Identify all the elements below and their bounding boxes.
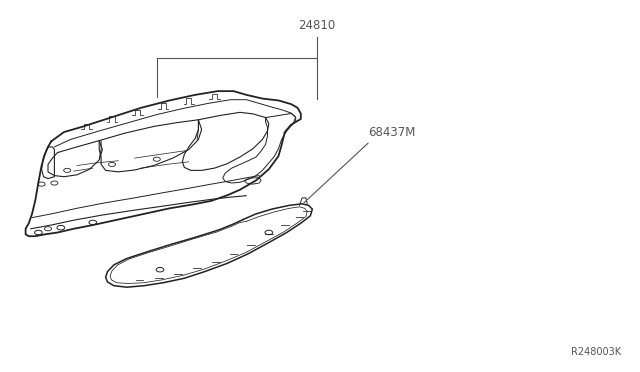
Text: R248003K: R248003K [571, 347, 621, 357]
Text: 68437M: 68437M [368, 126, 415, 140]
Text: 24810: 24810 [298, 19, 335, 32]
